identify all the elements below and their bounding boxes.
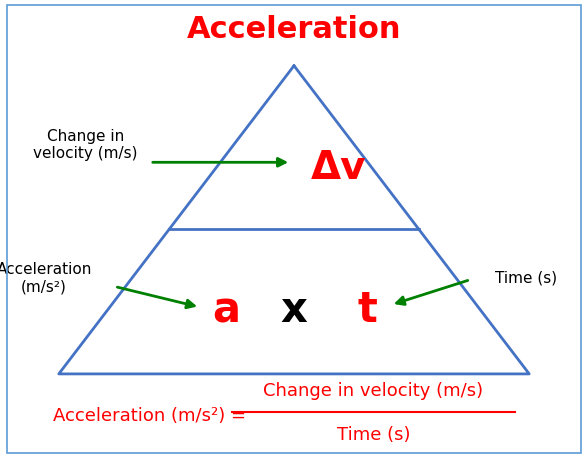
Text: Change in
velocity (m/s): Change in velocity (m/s) (33, 129, 138, 161)
Text: x: x (280, 289, 308, 331)
Text: t: t (358, 289, 377, 331)
Text: Time (s): Time (s) (336, 425, 410, 443)
Text: Acceleration: Acceleration (187, 15, 401, 45)
Text: Change in velocity (m/s): Change in velocity (m/s) (263, 381, 483, 399)
Text: Time (s): Time (s) (495, 270, 557, 285)
Text: Δv: Δv (310, 149, 366, 186)
Text: Acceleration
(m/s²): Acceleration (m/s²) (0, 262, 92, 294)
Text: a: a (212, 289, 240, 331)
Text: Acceleration (m/s²) =: Acceleration (m/s²) = (53, 406, 246, 425)
